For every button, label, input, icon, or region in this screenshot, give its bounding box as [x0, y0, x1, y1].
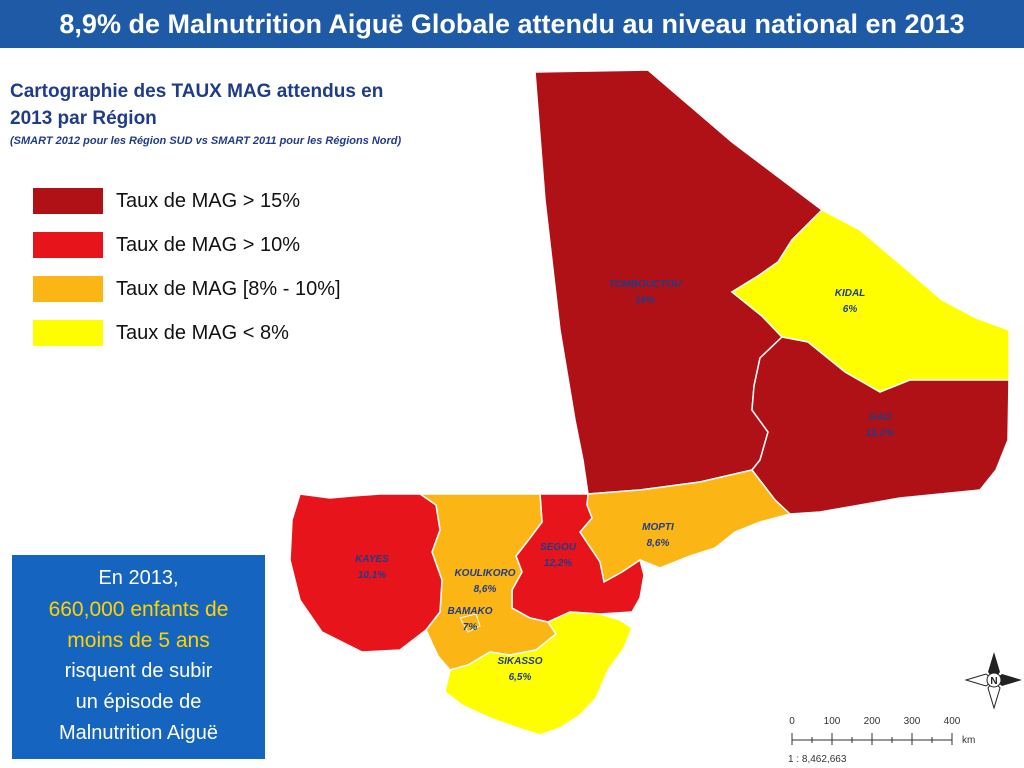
- legend-swatch: [33, 232, 103, 258]
- map-heading: Cartographie des TAUX MAG attendus en 20…: [10, 78, 460, 132]
- map-heading-line1: Cartographie des TAUX MAG attendus en: [10, 81, 384, 102]
- legend-swatch: [33, 320, 103, 346]
- scale-tick-label: 0: [789, 716, 795, 727]
- region-gao: [751, 336, 1010, 515]
- scale-tick-label: 300: [904, 716, 921, 727]
- region-sikasso: [444, 611, 633, 736]
- legend-label: Taux de MAG > 15%: [116, 190, 300, 212]
- scale-tick-label: 100: [824, 716, 841, 727]
- scale-unit: km: [962, 735, 975, 746]
- region-label-kidal-name: KIDAL: [835, 288, 866, 299]
- page-title: 8,9% de Malnutrition Aiguë Globale atten…: [0, 0, 1024, 48]
- callout-box: En 2013, 660,000 enfants de moins de 5 a…: [12, 555, 265, 759]
- scale-bar: 0 100 200 300 400 km 1 : 8,462,663: [788, 716, 975, 765]
- region-label-kidal-rate: 6%: [843, 304, 858, 315]
- region-label-sikasso-rate: 6,5%: [509, 672, 532, 683]
- scale-tick-label: 400: [944, 716, 961, 727]
- legend-swatch: [33, 276, 103, 302]
- callout-line: Malnutrition Aiguë: [59, 722, 218, 744]
- region-label-tombouctou-name: TOMBOUCTOU: [609, 279, 682, 290]
- region-label-koulikoro-name: KOULIKORO: [454, 568, 515, 579]
- region-label-gao-rate: 15,2%: [866, 428, 894, 439]
- region-label-segou-rate: 12,2%: [544, 558, 572, 569]
- legend-label: Taux de MAG [8% - 10%]: [116, 278, 341, 300]
- region-label-tombouctou-rate: 16%: [635, 295, 655, 306]
- legend-swatch: [33, 188, 103, 214]
- region-label-gao-name: GAO: [869, 412, 892, 423]
- callout-line: un épisode de: [75, 691, 202, 713]
- legend-label: Taux de MAG < 8%: [116, 322, 289, 344]
- callout-highlight: 660,000 enfants de: [48, 598, 229, 621]
- region-label-mopti-name: MOPTI: [642, 522, 674, 533]
- scale-ratio: 1 : 8,462,663: [788, 754, 847, 765]
- callout-highlight: moins de 5 ans: [67, 629, 210, 652]
- region-label-sikasso-name: SIKASSO: [497, 656, 542, 667]
- callout-line: En 2013,: [98, 567, 179, 589]
- region-kayes: [289, 493, 443, 653]
- callout-line: risquent de subir: [64, 660, 213, 682]
- region-bamako: [459, 613, 481, 633]
- region-label-kayes-rate: 10,1%: [358, 570, 386, 581]
- region-label-bamako-name: BAMAKO: [448, 606, 493, 617]
- region-label-bamako-rate: 7%: [463, 622, 478, 633]
- scale-tick-label: 200: [864, 716, 881, 727]
- region-label-koulikoro-rate: 8,6%: [474, 584, 497, 595]
- map-heading-line2: 2013 par Région: [10, 108, 157, 129]
- map-subheading: (SMART 2012 pour les Région SUD vs SMART…: [10, 135, 402, 147]
- legend-label: Taux de MAG > 10%: [116, 234, 300, 256]
- region-label-kayes-name: KAYES: [355, 554, 389, 565]
- north-arrow-icon: N: [964, 652, 1022, 710]
- north-arrow-label: N: [990, 676, 997, 687]
- region-label-mopti-rate: 8,6%: [647, 538, 670, 549]
- region-label-segou-name: SEGOU: [540, 542, 577, 553]
